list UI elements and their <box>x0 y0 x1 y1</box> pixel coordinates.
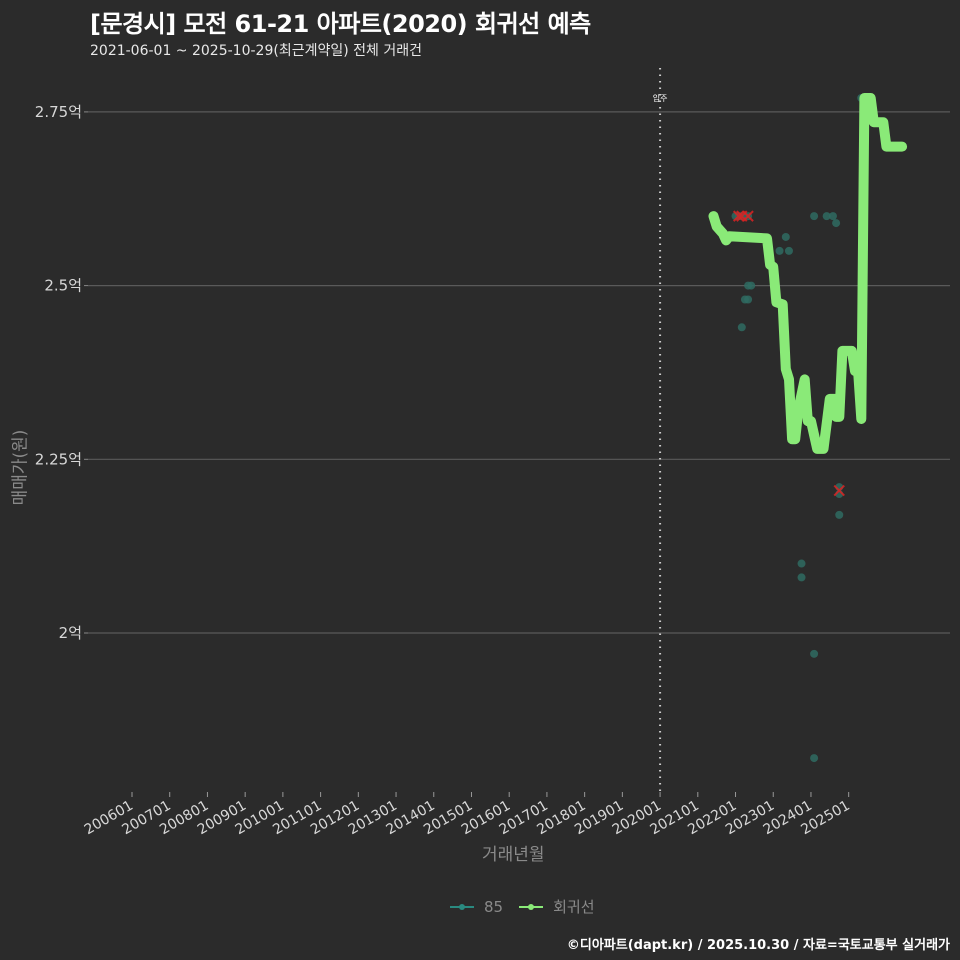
cancelled-deal-markers <box>732 210 845 497</box>
y-axis-label: 매매가(원) <box>10 429 31 506</box>
y-tick-label: 2.5억 <box>44 277 82 295</box>
legend: 85 회귀선 <box>450 896 603 917</box>
data-point[interactable] <box>835 510 844 519</box>
cancelled-x-icon <box>833 484 845 497</box>
data-point[interactable] <box>797 559 806 568</box>
x-axis-label: 거래년월 <box>482 845 545 865</box>
data-point[interactable] <box>784 246 793 255</box>
move-in-label: 입주 <box>653 94 668 103</box>
chart-subtitle: 2021-06-01 ~ 2025-10-29(최근계약일) 전체 거래건 <box>90 43 422 59</box>
data-point[interactable] <box>810 754 819 763</box>
data-point[interactable] <box>797 573 806 582</box>
chart-title: [문경시] 모전 61-21 아파트(2020) 회귀선 예측 <box>90 10 591 38</box>
data-point[interactable] <box>810 212 819 221</box>
data-point[interactable] <box>828 212 837 221</box>
gridlines <box>88 111 950 634</box>
y-axis-ticks: 2억 2.25억 2.5억 2.75억 <box>35 103 88 642</box>
data-point[interactable] <box>822 212 831 221</box>
data-point[interactable] <box>810 649 819 658</box>
legend-item-regression[interactable]: 회귀선 <box>519 896 595 917</box>
data-point[interactable] <box>744 295 753 304</box>
data-point[interactable] <box>747 281 756 290</box>
legend-item-85[interactable]: 85 <box>450 898 503 916</box>
y-tick-label: 2.75억 <box>35 103 82 121</box>
regression-line-path <box>708 93 908 454</box>
y-tick-label: 2억 <box>59 624 82 642</box>
cancelled-x-icon <box>742 210 754 222</box>
x-axis-ticks: 2006012007012008012009012010012011012012… <box>82 792 853 838</box>
regression-line <box>708 93 908 454</box>
legend-key-85-icon <box>450 901 474 913</box>
source-credit: ©디아파트(dapt.kr) / 2025.10.30 / 자료=국토교통부 실… <box>566 938 950 953</box>
data-point[interactable] <box>775 246 784 255</box>
legend-key-regression-icon <box>519 901 544 913</box>
cancelled-x-icon <box>732 210 745 222</box>
y-tick-label: 2.25억 <box>35 450 82 468</box>
move-in-marker: 입주 <box>653 68 668 792</box>
data-point[interactable] <box>832 219 841 228</box>
data-point[interactable] <box>737 323 746 332</box>
data-point[interactable] <box>781 232 790 241</box>
